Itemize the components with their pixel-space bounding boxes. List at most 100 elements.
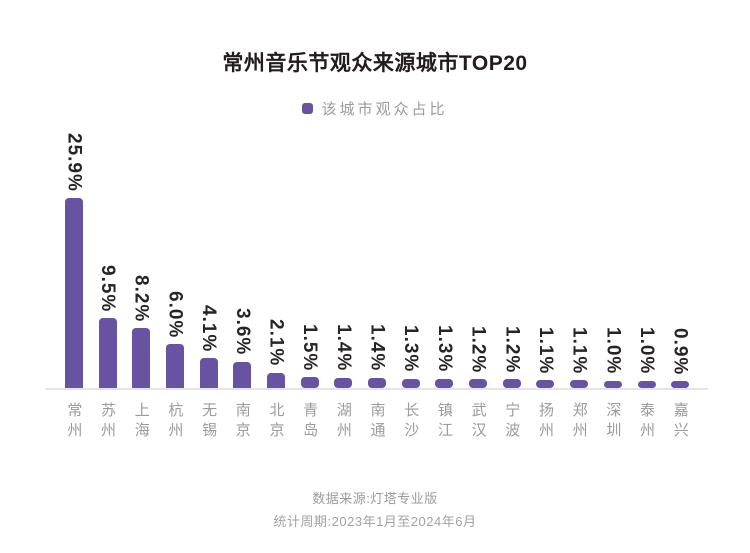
bar-column: 1.5% <box>293 108 327 388</box>
bar-column: 1.3% <box>428 108 462 388</box>
stat-period-note: 统计周期:2023年1月至2024年6月 <box>273 514 477 529</box>
bar <box>570 379 589 388</box>
x-axis-label: 苏州 <box>99 402 117 442</box>
bar <box>300 377 319 388</box>
x-axis-label: 南通 <box>368 402 386 442</box>
bar <box>64 198 83 388</box>
x-axis-cell: 常州 <box>57 402 91 442</box>
x-axis-label: 杭州 <box>166 402 184 442</box>
bar <box>401 378 420 388</box>
bar-column: 1.0% <box>630 108 664 388</box>
bar-value-label: 6.0% <box>164 290 186 338</box>
bar-column: 1.1% <box>562 108 596 388</box>
bar <box>502 379 521 388</box>
x-axis-cell: 扬州 <box>529 402 563 442</box>
x-axis-label: 上海 <box>132 402 150 442</box>
bar-value-label: 9.5% <box>97 265 119 313</box>
bar-column: 4.1% <box>192 108 226 388</box>
x-axis-label: 青岛 <box>301 402 319 442</box>
bars-row: 25.9% 9.5% 8.2% 6.0% 4.1% 3.6% 2.1% 1.5% 1.4% 1.4… <box>57 108 697 388</box>
x-axis-cell: 杭州 <box>158 402 192 442</box>
x-axis-label: 长沙 <box>402 402 420 442</box>
bar-column: 25.9% <box>57 108 91 388</box>
bar <box>98 318 117 388</box>
bar <box>671 381 690 388</box>
legend-label: 该城市观众占比 <box>321 101 448 118</box>
x-axis-cell: 北京 <box>259 402 293 442</box>
bar-column: 1.3% <box>394 108 428 388</box>
legend: 该城市观众占比 <box>0 98 750 119</box>
bar-column: 1.4% <box>360 108 394 388</box>
legend-square-icon <box>302 103 314 114</box>
chart-title: 常州音乐节观众来源城市TOP20 <box>222 52 528 75</box>
x-axis-label: 南京 <box>233 402 251 442</box>
x-axis-label: 湖州 <box>334 402 352 442</box>
bar-value-label: 0.9% <box>669 328 691 376</box>
x-axis-label: 郑州 <box>570 402 588 442</box>
x-axis-cell: 泰州 <box>630 402 664 442</box>
bar-column: 3.6% <box>225 108 259 388</box>
x-axis-label: 泰州 <box>638 402 656 442</box>
bar-column: 1.0% <box>596 108 630 388</box>
bar-column: 6.0% <box>158 108 192 388</box>
x-axis-label: 常州 <box>65 402 83 442</box>
bar-value-label: 1.3% <box>433 325 455 373</box>
x-axis-cell: 长沙 <box>394 402 428 442</box>
x-axis-cell: 镇江 <box>428 402 462 442</box>
x-axis-cell: 南通 <box>360 402 394 442</box>
bar-value-label: 1.1% <box>568 326 590 374</box>
bar-column: 1.1% <box>529 108 563 388</box>
x-axis-label: 深圳 <box>604 402 622 442</box>
bar-value-label: 1.0% <box>602 327 624 375</box>
bar-value-label: 25.9% <box>63 133 85 192</box>
x-axis-label: 无锡 <box>200 402 218 442</box>
bar <box>266 372 285 388</box>
bar <box>334 377 353 388</box>
bar-value-label: 1.4% <box>332 324 354 372</box>
bar-column: 0.9% <box>663 108 697 388</box>
bar <box>536 379 555 388</box>
bar-value-label: 1.2% <box>467 325 489 374</box>
x-axis-cell: 武汉 <box>461 402 495 442</box>
bar <box>469 379 488 388</box>
bar-value-label: 1.5% <box>299 323 321 371</box>
x-axis-labels: 常州 苏州 上海 杭州 无锡 南京 北京 青岛 湖州 南通 长沙 镇江 武汉 宁波 扬州 郑州 深圳 泰州 嘉兴 <box>57 402 697 442</box>
x-axis-cell: 苏州 <box>91 402 125 442</box>
bar-column: 2.1% <box>259 108 293 388</box>
bar <box>233 361 252 388</box>
bar <box>435 378 454 388</box>
x-axis-cell: 无锡 <box>192 402 226 442</box>
x-axis-label: 嘉兴 <box>671 402 689 442</box>
bar-column: 9.5% <box>91 108 125 388</box>
x-axis-cell: 湖州 <box>327 402 361 442</box>
x-axis-label: 镇江 <box>435 402 453 442</box>
bar-value-label: 3.6% <box>231 308 253 356</box>
bar <box>603 380 622 388</box>
bar <box>637 380 656 388</box>
x-axis-label: 北京 <box>267 402 285 442</box>
bar <box>199 357 218 388</box>
x-axis-cell: 深圳 <box>596 402 630 442</box>
bar-value-label: 4.1% <box>198 304 220 352</box>
bar-value-label: 1.1% <box>534 326 556 374</box>
bar-value-label: 1.4% <box>366 324 388 372</box>
bar-column: 1.2% <box>495 108 529 388</box>
bar-column: 8.2% <box>124 108 158 388</box>
bar-column: 1.2% <box>461 108 495 388</box>
x-axis-cell: 宁波 <box>495 402 529 442</box>
x-axis-cell: 郑州 <box>562 402 596 442</box>
x-axis-cell: 上海 <box>124 402 158 442</box>
bar <box>368 377 387 388</box>
bar <box>132 327 151 388</box>
x-axis-label: 武汉 <box>469 402 487 442</box>
bar-value-label: 8.2% <box>130 274 152 322</box>
bar-value-label: 1.0% <box>636 327 658 375</box>
x-axis-cell: 青岛 <box>293 402 327 442</box>
x-axis-cell: 嘉兴 <box>663 402 697 442</box>
bar <box>165 344 184 388</box>
x-axis-label: 扬州 <box>536 402 554 442</box>
bar-column: 1.4% <box>327 108 361 388</box>
data-source-note: 数据来源:灯塔专业版 <box>312 491 438 506</box>
bar-value-label: 1.3% <box>400 325 422 373</box>
